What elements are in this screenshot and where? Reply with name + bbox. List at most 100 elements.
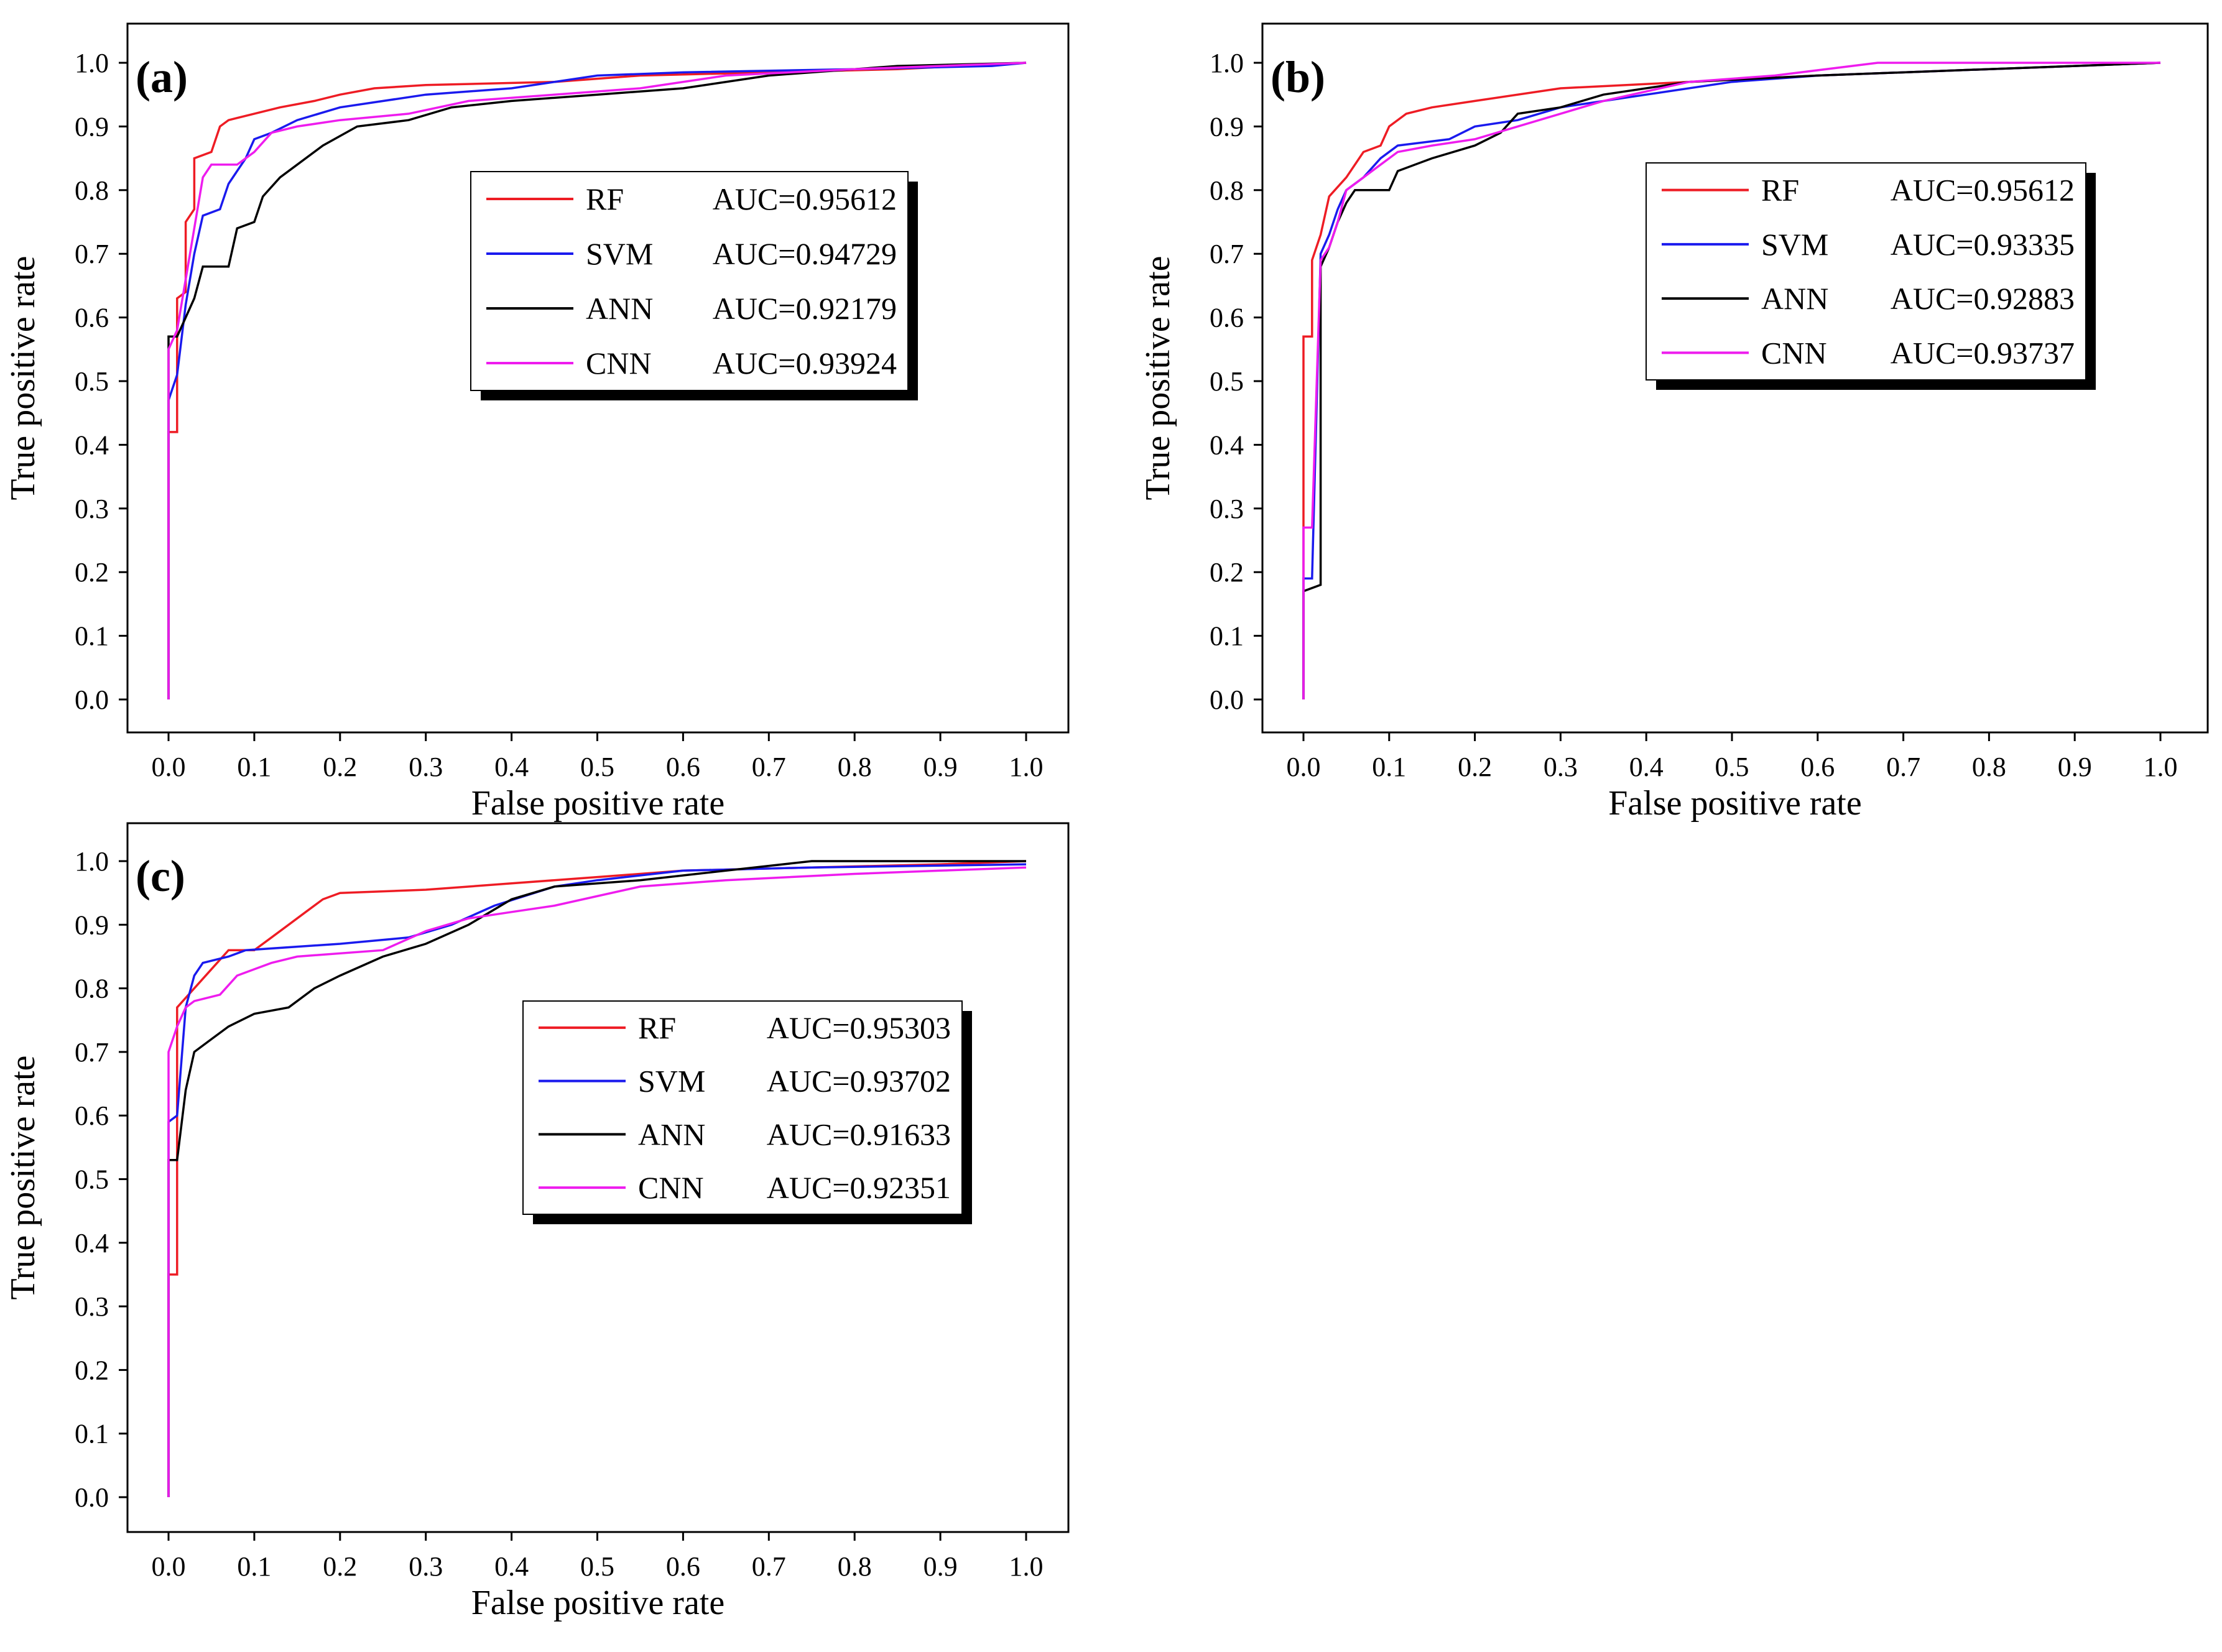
roc-curve-cnn [167, 62, 1027, 699]
panel-label: (a) [136, 52, 188, 102]
x-tick-label: 0.9 [924, 752, 958, 782]
y-tick-label: 0.1 [75, 1419, 109, 1449]
x-tick-label: 0.2 [323, 752, 357, 782]
x-tick-label: 0.9 [924, 1551, 958, 1582]
y-tick-label: 0.4 [75, 430, 109, 460]
roc-curve-svm [167, 62, 1027, 699]
legend-auc-ann: AUC=0.92179 [713, 291, 897, 326]
y-tick-label: 0.2 [1210, 557, 1244, 588]
legend-auc-rf: AUC=0.95612 [713, 182, 897, 216]
x-tick-label: 0.5 [580, 1551, 614, 1582]
legend-label-ann: ANN [1761, 281, 1828, 316]
roc-curve-svm [167, 863, 1027, 1497]
x-tick-label: 0.3 [409, 752, 443, 782]
x-axis-title: False positive rate [471, 1584, 724, 1622]
x-tick-label: 0.8 [838, 1551, 872, 1582]
x-tick-label: 0.3 [1544, 752, 1578, 782]
y-tick-label: 0.0 [1210, 685, 1244, 715]
legend-label-rf: RF [1761, 173, 1799, 208]
roc-panel-a: 0.0 0.1 0.2 0.3 0.4 0.5 0.6 0.7 0.8 0.9 1.0 0.0 0.1 0… [4, 22, 1070, 823]
y-tick-label: 0.4 [1210, 430, 1244, 460]
plot-frame [1261, 22, 2209, 734]
roc-curve-svm [1302, 62, 2161, 699]
legend-label-svm: SVM [1761, 227, 1828, 262]
x-tick-label: 0.0 [1287, 752, 1321, 782]
y-tick-label: 0.1 [1210, 621, 1244, 652]
legend-auc-cnn: AUC=0.93737 [1891, 335, 2075, 370]
legend-auc-rf: AUC=0.95303 [767, 1010, 951, 1045]
x-tick-label: 0.7 [1886, 752, 1920, 782]
x-tick-label: 0.4 [1629, 752, 1664, 782]
legend-label-cnn: CNN [1761, 335, 1827, 370]
legend-auc-svm: AUC=0.93702 [767, 1064, 951, 1099]
x-tick-label: 0.6 [1800, 752, 1835, 782]
panel-label: (b) [1271, 52, 1325, 102]
x-tick-label: 0.9 [2058, 752, 2092, 782]
y-axis-title: True positive rate [4, 256, 42, 501]
x-axis-title: False positive rate [471, 784, 724, 823]
roc-curve-cnn [1302, 62, 2160, 699]
y-tick-label: 0.3 [1210, 494, 1244, 524]
legend-label-cnn: CNN [586, 346, 652, 381]
x-tick-label: 0.5 [580, 752, 614, 782]
legend-auc-cnn: AUC=0.93924 [713, 346, 897, 381]
y-tick-label: 0.8 [75, 974, 109, 1004]
x-tick-label: 0.2 [1458, 752, 1492, 782]
y-tick-label: 0.6 [75, 303, 109, 333]
y-tick-label: 0.7 [75, 1037, 109, 1068]
roc-panel-c: 0.0 0.1 0.2 0.3 0.4 0.5 0.6 0.7 0.8 0.9 1.0 0.0 0.1 0… [4, 822, 1070, 1622]
y-tick-label: 0.3 [75, 1291, 109, 1322]
legend-auc-ann: AUC=0.92883 [1891, 281, 2075, 316]
x-tick-label: 0.7 [752, 752, 786, 782]
y-tick-label: 0.0 [75, 685, 109, 715]
y-tick-label: 0.7 [75, 239, 109, 269]
y-tick-label: 0.6 [75, 1101, 109, 1131]
x-tick-label: 0.3 [409, 1551, 443, 1582]
panel-label: (c) [136, 851, 185, 901]
x-tick-label: 0.0 [152, 752, 186, 782]
x-tick-label: 1.0 [1009, 1551, 1044, 1582]
y-tick-label: 0.0 [75, 1482, 109, 1513]
x-tick-label: 0.5 [1715, 752, 1749, 782]
y-tick-label: 1.0 [75, 846, 109, 877]
y-tick-label: 0.5 [75, 366, 109, 397]
y-axis-title: True positive rate [4, 1056, 42, 1300]
x-tick-label: 0.1 [1372, 752, 1406, 782]
y-tick-label: 1.0 [75, 48, 109, 78]
legend-label-rf: RF [586, 182, 624, 216]
roc-curve-ann [1302, 62, 2161, 699]
x-tick-label: 0.6 [666, 1551, 700, 1582]
y-tick-label: 0.8 [75, 175, 109, 206]
legend-auc-svm: AUC=0.94729 [713, 236, 897, 271]
x-tick-label: 0.0 [152, 1551, 186, 1582]
roc-curve-ann [167, 62, 1027, 699]
legend-auc-svm: AUC=0.93335 [1891, 227, 2075, 262]
legend-label-ann: ANN [638, 1117, 705, 1151]
legend-label-svm: SVM [638, 1064, 705, 1099]
y-tick-label: 0.7 [1210, 239, 1244, 269]
x-tick-label: 0.7 [752, 1551, 786, 1582]
y-tick-label: 0.4 [75, 1228, 109, 1258]
legend-label-cnn: CNN [638, 1170, 704, 1205]
y-tick-label: 0.3 [75, 494, 109, 524]
x-tick-label: 1.0 [2144, 752, 2178, 782]
x-axis-title: False positive rate [1608, 784, 1861, 823]
y-tick-label: 0.1 [75, 621, 109, 652]
x-tick-label: 0.4 [494, 1551, 529, 1582]
roc-panel-b: 0.0 0.1 0.2 0.3 0.4 0.5 0.6 0.7 0.8 0.9 1.0 0.0 0.1 0… [1139, 22, 2209, 823]
x-tick-label: 0.4 [494, 752, 529, 782]
x-tick-label: 0.1 [237, 752, 271, 782]
legend-auc-rf: AUC=0.95612 [1891, 173, 2075, 208]
x-tick-label: 0.1 [237, 1551, 271, 1582]
roc-curve-rf [167, 62, 1027, 699]
y-tick-label: 0.9 [75, 910, 109, 940]
y-tick-label: 0.5 [1210, 366, 1244, 397]
x-tick-label: 0.8 [838, 752, 872, 782]
legend-label-rf: RF [638, 1010, 676, 1045]
legend-auc-cnn: AUC=0.92351 [767, 1170, 951, 1205]
x-tick-label: 0.6 [666, 752, 700, 782]
y-tick-label: 0.9 [75, 111, 109, 142]
y-tick-label: 0.6 [1210, 303, 1244, 333]
legend-label-ann: ANN [586, 291, 653, 326]
